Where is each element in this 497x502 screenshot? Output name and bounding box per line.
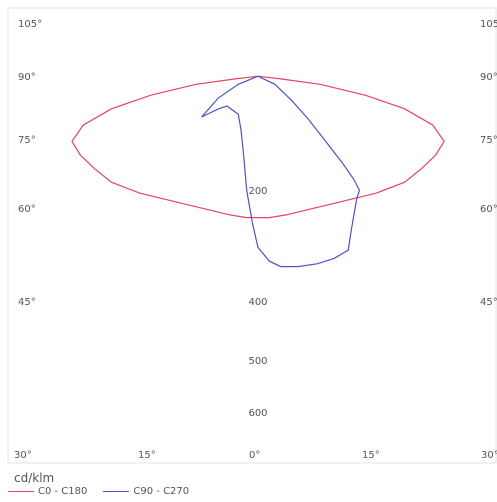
angle-label-bottom-0: 0° xyxy=(249,450,260,461)
angle-label-left-45: 45° xyxy=(18,297,36,308)
angle-label-left-105: 105° xyxy=(18,19,42,30)
ring-label-200: 200 xyxy=(248,186,267,197)
angle-label-right-105: 105° xyxy=(480,19,497,30)
angle-label-bottom-15-left: 15° xyxy=(138,450,156,461)
angle-label-right-45: 45° xyxy=(480,297,497,308)
angle-label-right-90: 90° xyxy=(480,72,497,83)
plot-area xyxy=(7,7,497,464)
angle-label-left-75: 75° xyxy=(18,135,36,146)
legend-label-c0-c180: C0 - C180 xyxy=(38,486,88,497)
legend: C0 - C180 C90 - C270 xyxy=(8,486,189,497)
angle-label-bottom-30-right: 30° xyxy=(481,450,497,461)
unit-label: cd/klm xyxy=(14,471,55,485)
ring-label-500: 500 xyxy=(248,356,267,367)
legend-swatch-c0-c180 xyxy=(8,491,34,492)
series-c90-c270-curve xyxy=(201,75,361,268)
angle-label-left-60: 60° xyxy=(18,204,36,215)
legend-item-c0-c180: C0 - C180 xyxy=(8,486,87,497)
legend-swatch-c90-c270 xyxy=(103,491,130,492)
ring-label-400: 400 xyxy=(248,297,267,308)
polar-chart: 105° 90° 75° 60° 45° 105° 90° 75° 60° 45… xyxy=(7,7,497,464)
angle-label-bottom-30-left: 30° xyxy=(14,450,32,461)
legend-label-c90-c270: C90 - C270 xyxy=(133,486,190,497)
ring-label-600: 600 xyxy=(248,408,267,419)
angle-label-right-75: 75° xyxy=(480,135,497,146)
series-c0-c180-curve xyxy=(71,75,445,219)
angle-label-bottom-15-right: 15° xyxy=(362,450,380,461)
angle-label-right-60: 60° xyxy=(480,204,497,215)
legend-item-c90-c270: C90 - C270 xyxy=(103,486,189,497)
angle-label-left-90: 90° xyxy=(18,72,36,83)
